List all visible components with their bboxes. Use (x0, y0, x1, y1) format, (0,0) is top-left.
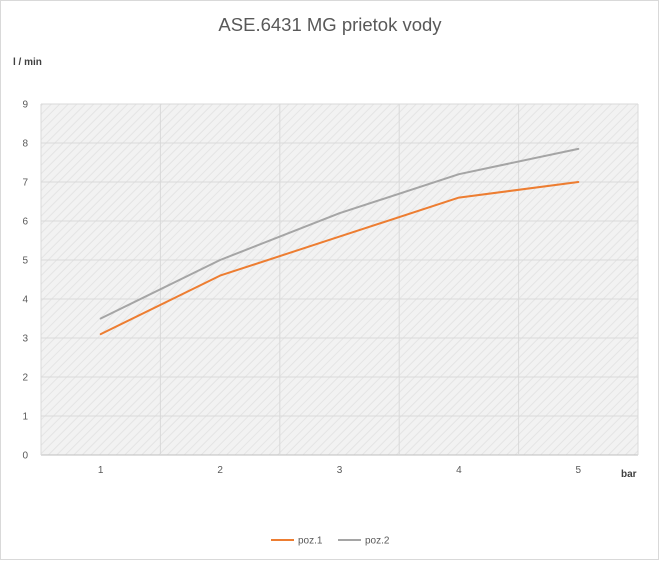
series-line-1 (99, 181, 580, 336)
y-tick-label: 2 (22, 373, 28, 384)
x-tick-label: 4 (456, 465, 462, 476)
y-tick-label: 6 (22, 217, 28, 228)
y-axis-label: l / min (13, 57, 42, 68)
legend: poz.1 poz.2 (271, 536, 390, 547)
x-tick-label: 3 (337, 465, 343, 476)
series-line-2 (99, 147, 580, 320)
y-tick-labels: 0 1 2 3 4 5 6 7 8 9 (22, 100, 28, 462)
y-tick-label: 8 (22, 139, 28, 150)
y-tick-label: 7 (22, 178, 28, 189)
legend-label: poz.1 (298, 536, 323, 547)
x-tick-labels: 1 2 3 4 5 (98, 465, 582, 476)
x-tick-label: 1 (98, 465, 104, 476)
x-tick-label: 5 (576, 465, 582, 476)
series-lines (99, 147, 580, 336)
y-tick-label: 5 (22, 256, 28, 267)
legend-label: poz.2 (365, 536, 390, 547)
x-axis-label: bar (621, 469, 637, 480)
y-tick-label: 0 (22, 451, 28, 462)
y-tick-label: 9 (22, 100, 28, 111)
x-tick-label: 2 (217, 465, 223, 476)
chart-title: ASE.6431 MG prietok vody (218, 14, 442, 35)
y-tick-label: 4 (22, 295, 28, 306)
y-tick-label: 1 (22, 412, 28, 423)
grid-lines (40, 103, 639, 456)
plot-area (41, 104, 638, 455)
y-tick-label: 3 (22, 334, 28, 345)
